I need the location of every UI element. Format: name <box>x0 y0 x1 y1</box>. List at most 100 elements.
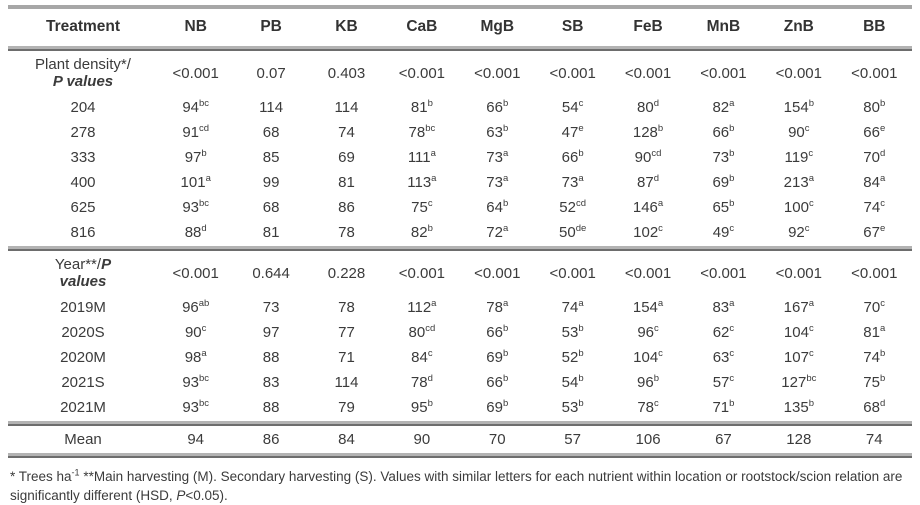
value-cell: 78c <box>610 395 685 420</box>
cell-superscript-letters: b <box>578 148 584 159</box>
column-header-cab: CaB <box>406 18 438 35</box>
value-cell: 92c <box>761 220 836 245</box>
value-cell: 98a <box>158 345 233 370</box>
cell-value: 68 <box>863 399 880 416</box>
value-cell: 97 <box>233 320 308 345</box>
cell-value: 127 <box>781 374 807 391</box>
cell-superscript-letters: b <box>427 398 433 409</box>
cell-value: 80 <box>408 324 426 341</box>
value-cell: 128b <box>610 120 685 145</box>
row-label: 2021M <box>60 399 106 416</box>
value-cell: 71b <box>686 395 761 420</box>
value-cell: 53b <box>535 320 610 345</box>
cell-value: 80 <box>637 99 654 116</box>
value-cell: 102c <box>610 220 685 245</box>
cell-superscript-letters: b <box>502 348 509 359</box>
value-cell: 78bc <box>384 120 459 145</box>
cell-value: 100 <box>783 199 809 216</box>
cell-value: 53 <box>561 324 579 341</box>
cell-value: 213 <box>783 174 809 191</box>
row-label: 333 <box>70 149 96 166</box>
cell-superscript-letters: a <box>201 348 207 359</box>
cell-value: 82 <box>410 224 428 241</box>
cell-superscript-letters: b <box>427 98 433 109</box>
cell-value: 113 <box>407 174 432 191</box>
section-label-line2-italic: P values <box>52 73 114 90</box>
cell-superscript-letters: b <box>201 148 207 159</box>
cell-value: <0.001 <box>851 64 898 82</box>
cell-superscript-letters: c <box>578 98 584 109</box>
value-cell: 146a <box>610 195 685 220</box>
row-label: 625 <box>70 199 96 216</box>
cell-value: 75 <box>411 199 428 216</box>
cell-value: 86 <box>262 430 280 448</box>
cell-superscript-letters: a <box>431 173 437 184</box>
value-cell: 84 <box>309 426 384 452</box>
value-cell: 50de <box>535 220 610 245</box>
cell-value: 53 <box>561 399 579 416</box>
cell-value: 74 <box>865 430 883 448</box>
footnote-text: <0.05). <box>185 488 228 503</box>
column-header-kb: KB <box>335 18 358 35</box>
divider-cell <box>8 45 912 51</box>
cell-value: <0.001 <box>172 264 219 282</box>
table-row-2021s: 2021S 93bc 83 114 78d 66b 54b 96b 57c 127bc 75b <box>8 370 912 395</box>
cell-superscript-letters: cd <box>651 148 662 159</box>
section-pvalues-row: Year**/P values <0.001 0.644 0.228 <0.001 <0.0… <box>8 251 912 295</box>
cell-superscript-letters: c <box>654 398 659 409</box>
cell-value: 154 <box>783 99 809 116</box>
cell-value: <0.001 <box>624 64 672 82</box>
cell-value: 114 <box>334 374 359 391</box>
cell-value: 80 <box>863 99 880 116</box>
cell-value: 65 <box>712 199 730 216</box>
value-cell: 96b <box>610 370 685 395</box>
value-cell: 99 <box>233 170 308 195</box>
cell-value: 57 <box>564 430 581 448</box>
table-row-333: 333 97b 85 69 111a 73a 66b 90cd 73b 119c 70d <box>8 145 912 170</box>
cell-value: 74 <box>338 124 355 141</box>
value-cell: 100c <box>761 195 836 220</box>
value-cell: 52b <box>535 345 610 370</box>
mean-row-label: Mean <box>64 430 102 448</box>
row-label: 2019M <box>60 299 106 316</box>
cell-value: 62 <box>712 324 730 341</box>
value-cell: 127bc <box>761 370 836 395</box>
value-cell: 47e <box>535 120 610 145</box>
value-cell: <0.001 <box>686 251 761 295</box>
value-cell: 135b <box>761 395 836 420</box>
value-cell: 87d <box>610 170 685 195</box>
value-cell: <0.001 <box>535 51 610 95</box>
horizontal-rule <box>8 45 912 49</box>
section-label-line1: Year**/ <box>54 256 102 273</box>
value-cell: 82b <box>384 220 459 245</box>
value-cell: 93bc <box>158 195 233 220</box>
value-cell: <0.001 <box>535 251 610 295</box>
value-cell: 63b <box>460 120 535 145</box>
cell-value: 101 <box>180 174 206 191</box>
cell-superscript-letters: cd <box>575 198 587 209</box>
table-header-row: Treatment NB PB KB CaB MgB SB FeB MnB ZnB BB <box>8 9 912 45</box>
cell-value: 75 <box>863 374 880 391</box>
cell-value: 167 <box>783 299 809 316</box>
value-cell: 83 <box>233 370 308 395</box>
cell-value: <0.001 <box>398 264 446 282</box>
cell-superscript-letters: a <box>578 173 584 184</box>
row-label: 2020S <box>61 324 105 341</box>
cell-value: 63 <box>486 124 503 141</box>
cell-superscript-letters: bc <box>199 198 210 209</box>
value-cell: 91cd <box>158 120 233 145</box>
cell-value: 69 <box>712 174 730 191</box>
cell-superscript-letters: de <box>575 223 587 234</box>
value-cell: 93bc <box>158 395 233 420</box>
value-cell: 90c <box>761 120 836 145</box>
row-label: 400 <box>70 174 96 191</box>
value-cell: 66b <box>686 120 761 145</box>
cell-value: 81 <box>262 224 280 241</box>
cell-value: <0.001 <box>700 64 747 82</box>
value-cell: <0.001 <box>610 251 685 295</box>
cell-value: 66 <box>486 324 503 341</box>
cell-superscript-letters: b <box>427 223 433 234</box>
cell-superscript-letters: a <box>578 298 584 309</box>
value-cell: <0.001 <box>384 251 459 295</box>
cell-superscript-letters: b <box>502 98 509 109</box>
